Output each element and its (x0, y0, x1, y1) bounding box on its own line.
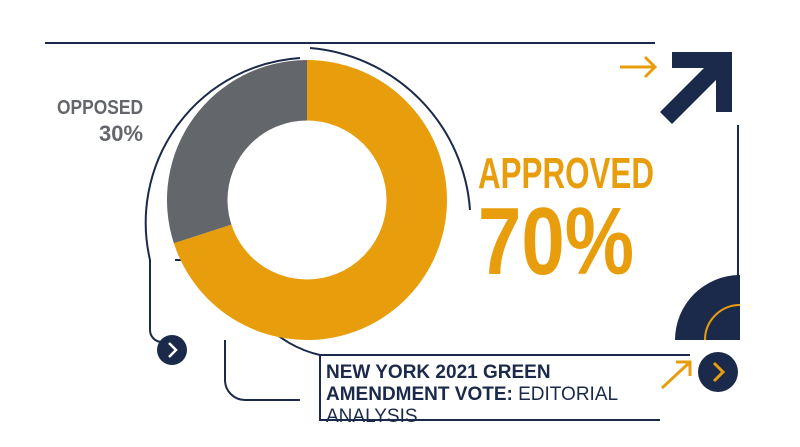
donut-slice (166, 60, 307, 244)
value-label: 30% (99, 121, 143, 146)
value-label: 70% (478, 188, 634, 295)
category-label: OPPOSED (57, 97, 143, 119)
corner-shape (675, 275, 740, 340)
small-arrow (620, 55, 658, 79)
chart-subtitle: EDITORIAL ANALYSIS (326, 384, 618, 427)
category-label: APPROVED (478, 149, 654, 198)
chevron (168, 342, 178, 358)
corner-arc (704, 304, 741, 341)
arrow-icon (660, 52, 732, 124)
chart-title: NEW YORK 2021 GREEN AMENDMENT VOTE: (326, 362, 551, 405)
caption: NEW YORK 2021 GREEN AMENDMENT VOTE: EDIT… (326, 362, 671, 428)
nav-button[interactable] (157, 335, 187, 365)
small-arrow (660, 360, 692, 390)
donut-inner-ring (227, 120, 387, 280)
nav-button[interactable] (698, 352, 738, 392)
donut-slice (173, 60, 447, 340)
chevron (712, 361, 726, 383)
